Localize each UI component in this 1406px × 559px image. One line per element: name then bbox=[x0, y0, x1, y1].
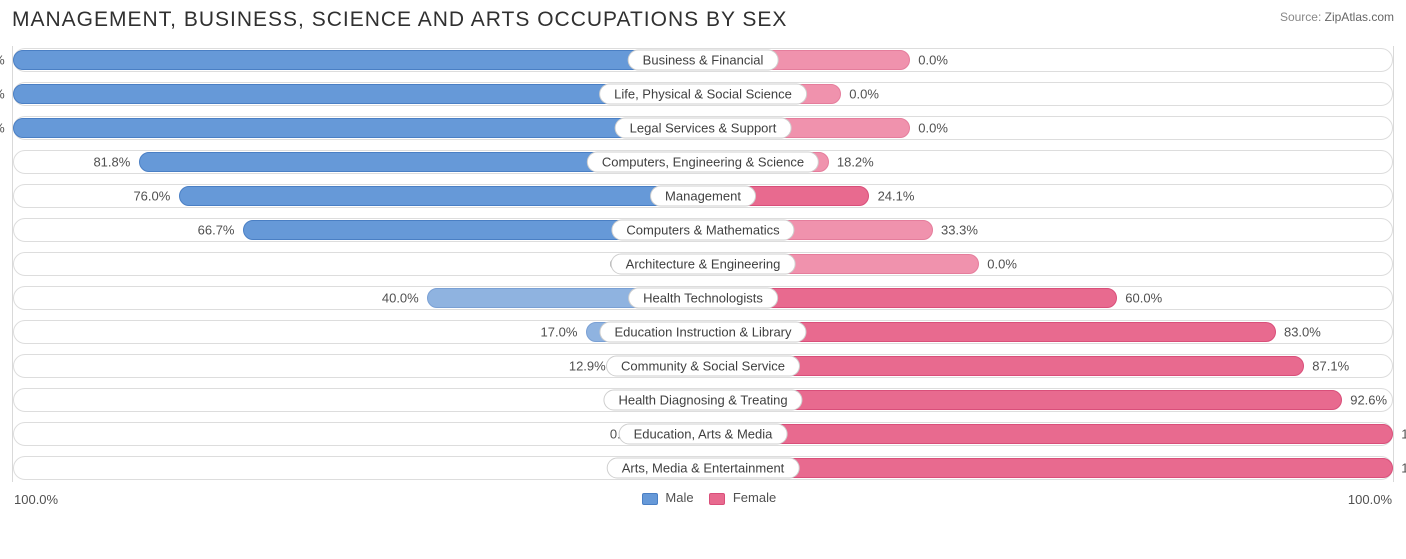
female-bar bbox=[703, 424, 1393, 444]
chart-row: 17.0% 83.0% Education Instruction & Librar… bbox=[13, 318, 1393, 346]
source-value: ZipAtlas.com bbox=[1325, 10, 1394, 24]
female-pct-label: 0.0% bbox=[849, 87, 879, 102]
chart-row: 0.0%100.0%Education, Arts & Media bbox=[13, 420, 1393, 448]
chart-row: 100.0%0.0%Life, Physical & Social Scienc… bbox=[13, 80, 1393, 108]
chart-row: 0.0%100.0%Arts, Media & Entertainment bbox=[13, 454, 1393, 482]
female-pct-label: 100.0% bbox=[1401, 461, 1406, 476]
female-pct-label: 83.0% bbox=[1284, 325, 1321, 340]
category-label: Computers, Engineering & Science bbox=[587, 152, 819, 173]
legend-female-label: Female bbox=[733, 490, 776, 505]
chart-row: 40.0% 60.0% Health Technologists bbox=[13, 284, 1393, 312]
chart-row: 81.8% 18.2% Computers, Engineering & Scien… bbox=[13, 148, 1393, 176]
male-bar bbox=[179, 186, 703, 206]
male-pct-label: 17.0% bbox=[541, 325, 578, 340]
male-pct-label: 100.0% bbox=[0, 87, 5, 102]
male-pct-label: 81.8% bbox=[93, 155, 130, 170]
legend: Male Female bbox=[12, 488, 1394, 505]
chart-row: 7.4%92.6%Health Diagnosing & Treating bbox=[13, 386, 1393, 414]
female-pct-label: 18.2% bbox=[837, 155, 874, 170]
category-label: Health Technologists bbox=[628, 288, 778, 309]
female-swatch-icon bbox=[709, 493, 725, 505]
chart-row: 66.7% 33.3% Computers & Mathematics bbox=[13, 216, 1393, 244]
category-label: Arts, Media & Entertainment bbox=[607, 458, 800, 479]
female-pct-label: 0.0% bbox=[918, 121, 948, 136]
chart-row: 100.0%0.0%Legal Services & Support bbox=[13, 114, 1393, 142]
female-pct-label: 60.0% bbox=[1125, 291, 1162, 306]
chart-header: MANAGEMENT, BUSINESS, SCIENCE AND ARTS O… bbox=[12, 8, 1394, 32]
category-label: Legal Services & Support bbox=[615, 118, 792, 139]
category-label: Community & Social Service bbox=[606, 356, 800, 377]
male-bar bbox=[13, 50, 703, 70]
male-pct-label: 12.9% bbox=[569, 359, 606, 374]
legend-male-label: Male bbox=[665, 490, 693, 505]
female-pct-label: 100.0% bbox=[1401, 427, 1406, 442]
chart-row: 12.9% 87.1% Community & Social Service bbox=[13, 352, 1393, 380]
category-label: Computers & Mathematics bbox=[611, 220, 794, 241]
male-bar bbox=[13, 118, 703, 138]
female-pct-label: 87.1% bbox=[1312, 359, 1349, 374]
female-pct-label: 0.0% bbox=[918, 53, 948, 68]
male-pct-label: 100.0% bbox=[0, 53, 5, 68]
source-label: Source: bbox=[1280, 10, 1321, 24]
chart-area: 100.0%0.0%Business & Financial100.0%0.0%… bbox=[12, 46, 1394, 482]
female-bar bbox=[703, 458, 1393, 478]
male-pct-label: 66.7% bbox=[198, 223, 235, 238]
category-label: Architecture & Engineering bbox=[611, 254, 796, 275]
female-pct-label: 92.6% bbox=[1350, 393, 1387, 408]
female-pct-label: 33.3% bbox=[941, 223, 978, 238]
category-label: Management bbox=[650, 186, 756, 207]
female-pct-label: 0.0% bbox=[987, 257, 1017, 272]
male-pct-label: 40.0% bbox=[382, 291, 419, 306]
category-label: Education Instruction & Library bbox=[599, 322, 806, 343]
male-pct-label: 76.0% bbox=[133, 189, 170, 204]
category-label: Health Diagnosing & Treating bbox=[603, 390, 802, 411]
chart-row: 0.0%0.0%Architecture & Engineering bbox=[13, 250, 1393, 278]
chart-source: Source: ZipAtlas.com bbox=[1280, 8, 1394, 24]
category-label: Life, Physical & Social Science bbox=[599, 84, 807, 105]
chart-row: 76.0% 24.1% Management bbox=[13, 182, 1393, 210]
chart-title: MANAGEMENT, BUSINESS, SCIENCE AND ARTS O… bbox=[12, 8, 787, 32]
chart-row: 100.0%0.0%Business & Financial bbox=[13, 46, 1393, 74]
male-pct-label: 100.0% bbox=[0, 121, 5, 136]
male-swatch-icon bbox=[642, 493, 658, 505]
category-label: Education, Arts & Media bbox=[619, 424, 788, 445]
category-label: Business & Financial bbox=[628, 50, 779, 71]
female-pct-label: 24.1% bbox=[878, 189, 915, 204]
chart-footer: 100.0% 100.0% Male Female bbox=[12, 488, 1394, 510]
